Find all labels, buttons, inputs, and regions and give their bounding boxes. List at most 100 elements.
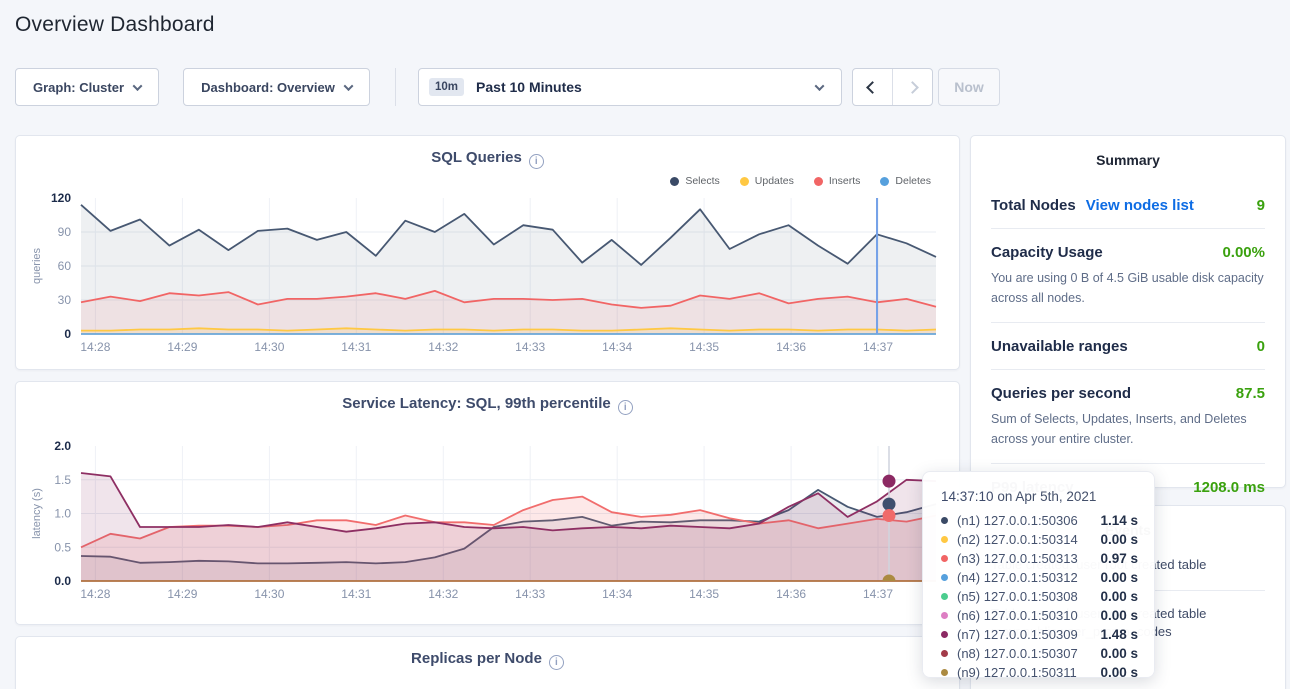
capacity-value: 0.00% — [1222, 244, 1265, 261]
svg-text:14:37: 14:37 — [863, 340, 893, 354]
svg-text:120: 120 — [51, 191, 71, 205]
node-color-dot-icon — [941, 630, 948, 638]
qps-label: Queries per second — [991, 385, 1132, 402]
legend-item: Inserts — [813, 175, 860, 187]
node-color-dot-icon — [941, 649, 948, 657]
page-title: Overview Dashboard — [15, 13, 215, 36]
svg-text:14:30: 14:30 — [254, 340, 284, 354]
svg-text:14:32: 14:32 — [428, 587, 458, 601]
chart-title-text: Service Latency: SQL, 99th percentile — [342, 395, 611, 412]
svg-text:1.5: 1.5 — [54, 473, 71, 487]
tooltip-row: (n9) 127.0.0.1:50311 0.00 s — [941, 663, 1138, 681]
now-button[interactable]: Now — [938, 68, 1000, 106]
legend-dot-icon — [813, 176, 823, 186]
chart-title: Replicas per Node — [16, 650, 959, 670]
svg-text:14:32: 14:32 — [428, 340, 458, 354]
info-icon[interactable] — [528, 154, 544, 169]
node-color-dot-icon — [941, 554, 948, 562]
unavailable-ranges-value: 0 — [1256, 338, 1265, 355]
sql-queries-card: SQL Queries Selects Updates Inserts Deletes… — [15, 135, 960, 370]
svg-text:0: 0 — [64, 327, 71, 341]
chevron-down-icon — [343, 80, 354, 91]
legend-item: Deletes — [880, 175, 931, 187]
svg-text:14:34: 14:34 — [602, 340, 632, 354]
svg-text:14:37: 14:37 — [863, 587, 893, 601]
time-step-button-group — [852, 68, 933, 106]
svg-text:latency (s): latency (s) — [31, 488, 43, 539]
dashboard-dropdown-label: Dashboard: Overview — [201, 79, 335, 95]
svg-text:queries: queries — [31, 247, 43, 284]
capacity-label: Capacity Usage — [991, 244, 1103, 261]
chart-title: Service Latency: SQL, 99th percentile — [16, 395, 959, 415]
legend-item: Selects — [670, 175, 720, 187]
time-prev-button[interactable] — [853, 69, 893, 105]
sql-queries-chart[interactable]: 0 30 60 90 120 14:28 14:29 14:30 14:31 14:32 14:33… — [16, 136, 961, 371]
chevron-left-icon — [866, 80, 879, 94]
node-color-dot-icon — [941, 611, 948, 619]
chart-hover-tooltip: 14:37:10 on Apr 5th, 2021 (n1) 127.0.0.1… — [922, 471, 1155, 681]
unavailable-ranges-label: Unavailable ranges — [991, 338, 1128, 355]
svg-text:60: 60 — [58, 259, 72, 273]
time-range-dropdown[interactable]: 10m Past 10 Minutes — [418, 68, 842, 106]
legend-dot-icon — [739, 176, 749, 186]
summary-panel: Summary Total Nodes View nodes list 9 Ca… — [970, 135, 1286, 496]
service-latency-card: Service Latency: SQL, 99th percentile 0.… — [15, 381, 960, 625]
qps-value: 87.5 — [1235, 385, 1265, 402]
svg-text:14:36: 14:36 — [776, 340, 806, 354]
node-color-dot-icon — [941, 573, 948, 581]
graph-dropdown[interactable]: Graph: Cluster — [15, 68, 159, 106]
svg-text:2.0: 2.0 — [54, 439, 71, 453]
tooltip-row: (n7) 127.0.0.1:50309 1.48 s — [941, 625, 1138, 643]
dashboard-dropdown[interactable]: Dashboard: Overview — [183, 68, 370, 106]
svg-text:14:31: 14:31 — [341, 587, 371, 601]
tooltip-row: (n4) 127.0.0.1:50312 0.00 s — [941, 568, 1138, 586]
chart-title-text: SQL Queries — [431, 149, 522, 166]
view-nodes-list-link[interactable]: View nodes list — [1085, 197, 1194, 214]
p99-latency-value: 1208.0 ms — [1193, 479, 1265, 496]
node-color-dot-icon — [941, 516, 948, 524]
svg-text:14:33: 14:33 — [515, 340, 545, 354]
svg-text:14:29: 14:29 — [167, 587, 197, 601]
node-color-dot-icon — [941, 668, 948, 676]
summary-title: Summary — [1096, 152, 1160, 168]
time-range-badge: 10m — [429, 78, 465, 96]
capacity-subtext: You are using 0 B of 4.5 GiB usable disk… — [991, 271, 1264, 305]
svg-text:14:33: 14:33 — [515, 587, 545, 601]
svg-text:14:35: 14:35 — [689, 340, 719, 354]
graph-dropdown-label: Graph: Cluster — [32, 79, 124, 95]
svg-text:90: 90 — [58, 225, 72, 239]
time-range-label: Past 10 Minutes — [476, 79, 582, 95]
chart-title: SQL Queries — [16, 149, 959, 169]
total-nodes-label: Total Nodes — [991, 197, 1076, 214]
tooltip-rows: (n1) 127.0.0.1:50306 1.14 s (n2) 127.0.0.1… — [941, 511, 1138, 681]
tooltip-row: (n1) 127.0.0.1:50306 1.14 s — [941, 511, 1138, 529]
tooltip-row: (n8) 127.0.0.1:50307 0.00 s — [941, 644, 1138, 662]
toolbar-divider — [395, 68, 396, 106]
svg-text:1.0: 1.0 — [54, 507, 71, 521]
service-latency-chart[interactable]: 0.0 0.5 1.0 1.5 2.0 14:28 14:29 14:30 14:31 14:32… — [16, 382, 961, 626]
info-icon[interactable] — [548, 655, 564, 670]
tooltip-row: (n6) 127.0.0.1:50310 0.00 s — [941, 606, 1138, 624]
node-color-dot-icon — [941, 592, 948, 600]
tooltip-date: on Apr 5th, 2021 — [997, 489, 1097, 504]
svg-text:14:36: 14:36 — [776, 587, 806, 601]
chevron-down-icon — [132, 80, 143, 91]
tooltip-row: (n3) 127.0.0.1:50313 0.97 s — [941, 549, 1138, 567]
time-next-button[interactable] — [893, 69, 932, 105]
svg-text:14:28: 14:28 — [80, 587, 110, 601]
svg-text:14:30: 14:30 — [254, 587, 284, 601]
summary-row-qps: Queries per second 87.5 Sum of Selects, … — [991, 370, 1265, 464]
tooltip-time: 14:37:10 — [941, 489, 994, 504]
svg-text:30: 30 — [58, 293, 72, 307]
svg-text:0.0: 0.0 — [54, 574, 71, 588]
info-icon[interactable] — [617, 400, 633, 415]
svg-text:14:29: 14:29 — [167, 340, 197, 354]
node-color-dot-icon — [941, 535, 948, 543]
replicas-per-node-card: Replicas per Node — [15, 636, 960, 689]
chart-title-text: Replicas per Node — [411, 650, 542, 667]
svg-text:14:31: 14:31 — [341, 340, 371, 354]
summary-row-total-nodes: Total Nodes View nodes list 9 — [991, 182, 1265, 229]
legend-dot-icon — [880, 176, 890, 186]
chart-legend: Selects Updates Inserts Deletes — [670, 175, 931, 187]
